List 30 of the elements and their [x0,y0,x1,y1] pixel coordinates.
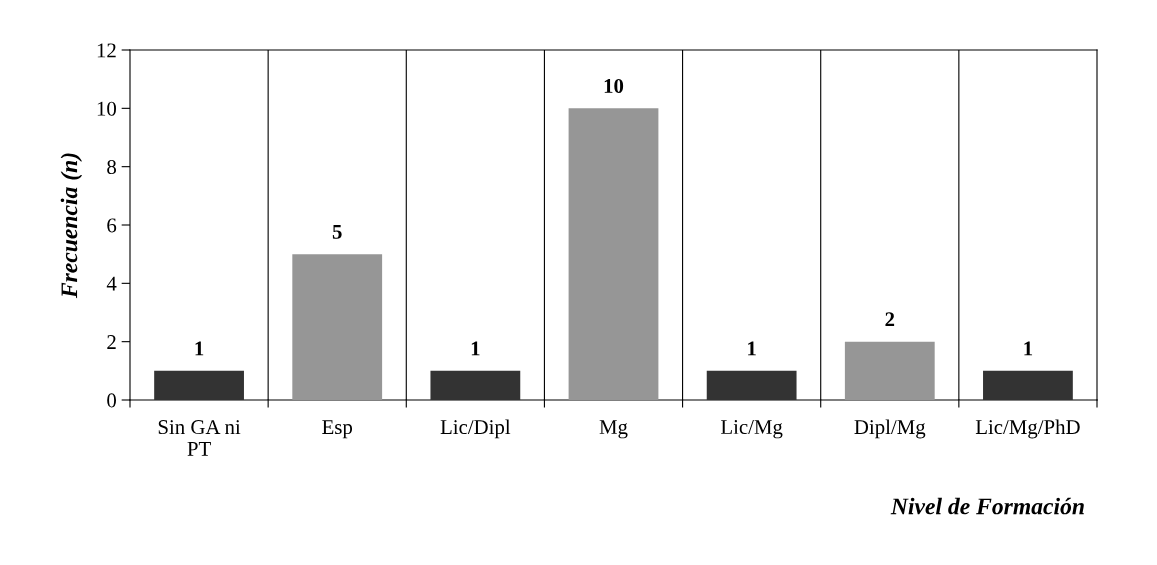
x-axis-title: Nivel de Formación [890,497,1084,515]
data-label: 1 [748,341,756,356]
x-tick-label: Esp [322,420,353,439]
data-label: 5 [332,224,342,239]
x-tick-label: Lic/Mg/PhD [975,419,1080,439]
x-tick-label: Mg [599,420,628,439]
y-axis-title: Frecuencia (n) [60,153,83,299]
bar [983,370,1073,400]
y-tick-label: 10 [97,101,117,116]
y-tick-label: 2 [107,335,116,349]
bar [430,370,521,400]
bar [292,254,383,400]
y-tick-label: 0 [107,393,117,408]
data-label: 10 [604,78,624,93]
data-label: 1 [195,341,204,356]
x-tick-label: Lic/Mg [721,420,783,439]
bar [568,108,659,400]
y-tick-label: 8 [107,160,117,175]
y-tick-label: 6 [107,218,117,233]
y-tick-label: 12 [97,43,116,58]
x-tick-label: Lic/Dipl [440,419,511,439]
x-tick-label: Sin GA ni PT [158,420,241,456]
x-tick-label: Dipl/Mg [854,419,926,439]
bar [844,341,935,400]
y-tick-label: 4 [106,276,117,291]
data-label: 1 [471,341,480,356]
data-label: 1 [1024,341,1033,356]
bar [706,370,797,400]
data-label: 2 [885,312,895,327]
bar [154,370,244,400]
